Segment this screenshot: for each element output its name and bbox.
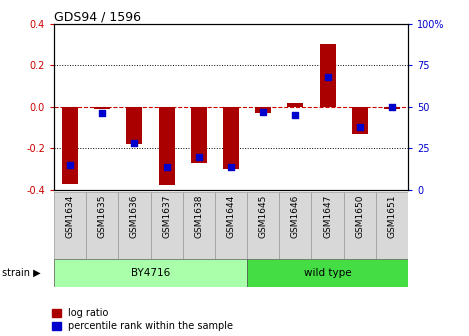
Bar (376, 192, 408, 259)
Text: GSM1638: GSM1638 (194, 195, 203, 238)
Bar (94, 107, 110, 109)
Bar (352, 107, 368, 134)
Bar (54, 192, 86, 259)
Point (66, 162, 74, 168)
Text: GDS94 / 1596: GDS94 / 1596 (54, 10, 141, 23)
Point (259, 109, 267, 114)
Text: GSM1647: GSM1647 (323, 195, 332, 238)
Point (227, 164, 234, 169)
Bar (344, 192, 376, 259)
Text: GSM1646: GSM1646 (291, 195, 300, 238)
Point (292, 112, 299, 118)
Point (388, 104, 396, 110)
Point (163, 164, 170, 169)
Point (356, 124, 363, 129)
Bar (319, 44, 336, 107)
Bar (287, 102, 303, 107)
Bar (311, 192, 344, 259)
Bar (54, 259, 247, 287)
Point (131, 140, 138, 146)
Text: wild type: wild type (304, 268, 351, 278)
Text: GSM1637: GSM1637 (162, 195, 171, 238)
Legend: log ratio, percentile rank within the sample: log ratio, percentile rank within the sa… (52, 308, 233, 331)
Bar (215, 192, 247, 259)
Text: GSM1634: GSM1634 (66, 195, 75, 238)
Bar (86, 192, 118, 259)
Bar (247, 259, 408, 287)
Bar (255, 107, 271, 113)
Text: GSM1635: GSM1635 (98, 195, 107, 238)
Bar (126, 107, 143, 144)
Bar (384, 107, 400, 109)
Text: GSM1651: GSM1651 (387, 195, 396, 238)
Text: GSM1645: GSM1645 (259, 195, 268, 238)
Bar (118, 192, 151, 259)
Text: GSM1650: GSM1650 (355, 195, 364, 238)
Text: strain ▶: strain ▶ (2, 268, 41, 278)
Bar (151, 192, 183, 259)
Bar (183, 192, 215, 259)
Text: BY4716: BY4716 (131, 268, 170, 278)
Point (98, 111, 106, 116)
Point (324, 74, 331, 79)
Point (195, 154, 203, 159)
Bar (279, 192, 311, 259)
Bar (223, 107, 239, 169)
Bar (247, 192, 279, 259)
Bar (159, 107, 174, 185)
Text: GSM1636: GSM1636 (130, 195, 139, 238)
Text: GSM1644: GSM1644 (227, 195, 235, 238)
Bar (191, 107, 207, 163)
Bar (62, 107, 78, 183)
